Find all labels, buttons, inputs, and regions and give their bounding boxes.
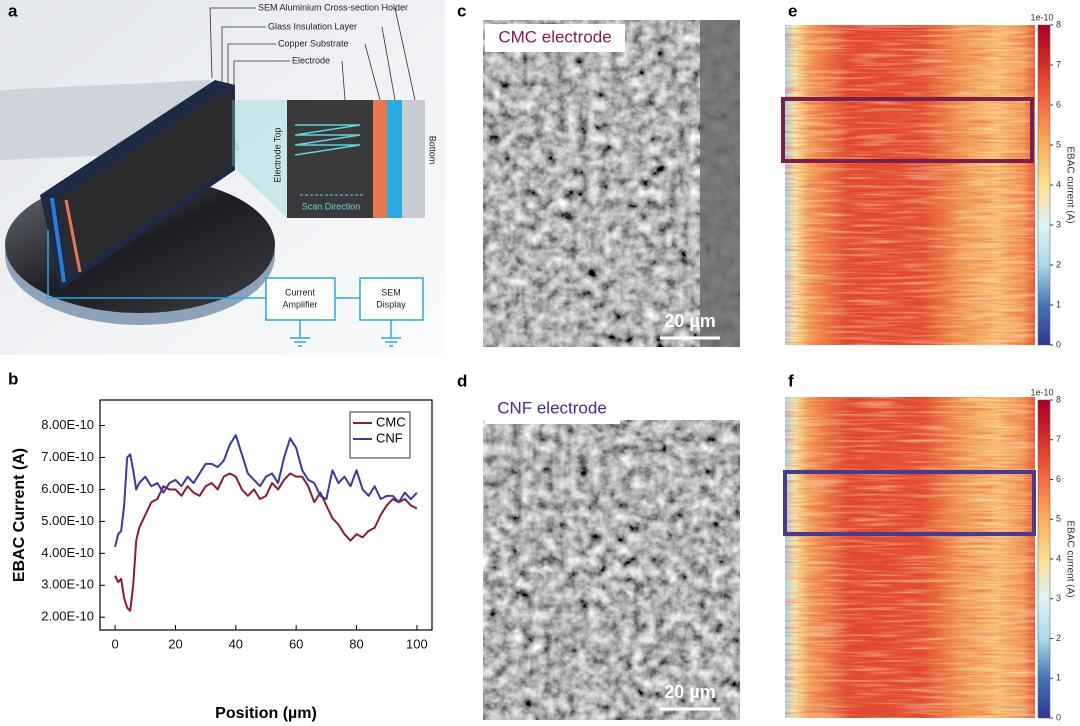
colorbar-tick-label: 2 [1056,259,1061,269]
x-tick-label: 0 [111,636,118,651]
y-tick-label: 3.00E-10 [41,577,94,592]
display-line: Display [376,299,406,309]
schematic: Electrode Top Scan Direction Bottom SEM … [0,0,445,355]
x-axis-title: Position (µm) [215,705,317,722]
inset-holder [402,100,425,218]
colorbar-tick-label: 3 [1056,593,1061,603]
amplifier-line: Amplifier [282,299,317,309]
plot-frame [99,399,433,631]
label-scan-direction: Scan Direction [302,201,361,211]
sem-image [483,20,740,347]
label-electrode-top: Electrode Top [272,128,282,183]
colorbar-tick-label: 8 [1056,394,1061,404]
image-label-bg [485,394,620,424]
sem-substrate [700,20,740,347]
colorbar-tick-label: 5 [1056,139,1061,149]
y-tick-label: 4.00E-10 [41,545,94,560]
series-line [114,472,418,612]
label-holder: SEM Aluminium Cross-section Holder [258,2,408,12]
colorbar [1037,24,1051,346]
panel-label: f [788,371,794,390]
zoom-cone [232,100,287,218]
label-bottom: Bottom [428,136,438,165]
x-tick-label: 80 [349,636,363,651]
legend-box [349,411,411,459]
colorbar-tick-label: 3 [1056,219,1061,229]
label-glass: Glass Insulation Layer [268,21,357,31]
amplifier-line: Current [285,287,316,297]
x-tick-label: 60 [289,636,303,651]
x-tick-label: 100 [406,636,428,651]
scan-path [294,124,361,156]
sem-image [483,420,740,720]
panel-label: e [788,1,797,20]
legend-label: CNF [376,430,403,445]
label-electrode: Electrode [292,55,330,65]
electrode-face [58,92,232,275]
heatmap-texture [785,25,1035,345]
colorbar-tick-label: 6 [1056,99,1061,109]
colorbar-tick-label: 2 [1056,633,1061,643]
colorbar-tick-label: 4 [1056,179,1061,189]
colorbar-tick-label: 7 [1056,59,1061,69]
colorbar-label: EBAC current (A) [1064,146,1075,223]
x-tick-label: 40 [229,636,243,651]
scale-bar-label: 20 µm [664,682,715,702]
panel-label: d [457,371,467,390]
inset-copper [373,100,387,218]
panel-label: c [457,1,466,20]
colorbar-tick-label: 0 [1056,712,1061,722]
colorbar-tick-label: 4 [1056,553,1061,563]
heatmap-f [783,397,1036,718]
x-tick-label: 20 [168,636,182,651]
heatmap-e [781,25,1035,345]
inset-electrode [287,100,373,218]
sem-d: CNF electrode 20 µm [483,394,740,720]
legend-label: CMC [376,414,406,429]
colorbar-tick-label: 1 [1056,673,1061,683]
colorbar-label: EBAC current (A) [1064,520,1075,597]
image-label: CNF electrode [497,398,607,417]
colorbar-tick-label: 6 [1056,474,1061,484]
colorbar-tick-label: 8 [1056,19,1061,29]
display-line: SEM [381,287,401,297]
y-tick-label: 7.00E-10 [41,449,94,464]
colorbar [1037,399,1051,719]
scale-bar-label: 20 µm [664,311,715,331]
colorbar-offset: 1e-10 [1030,387,1053,397]
colorbar-tick-label: 0 [1056,339,1061,349]
image-label: CMC electrode [498,27,611,46]
y-tick-label: 2.00E-10 [41,609,94,624]
leader-lines [209,7,416,101]
y-tick-label: 8.00E-10 [41,417,94,432]
inset-glass [387,100,402,218]
copper-edge [64,199,82,273]
sem-c: CMC electrode 20 µm [483,20,740,347]
colorbar-tick-label: 1 [1056,299,1061,309]
colorbar-tick-label: 5 [1056,514,1061,524]
y-tick-label: 5.00E-10 [41,513,94,528]
glass-edge [50,197,66,283]
image-label-bg [485,24,625,52]
series-line [114,434,418,548]
colorbar-offset: 1e-10 [1030,12,1053,22]
y-tick-label: 6.00E-10 [41,481,94,496]
circuit [47,230,424,347]
y-axis-title: EBAC Current (A) [11,448,28,582]
highlight-box [781,97,1034,163]
colorbar-tick-label: 7 [1056,434,1061,444]
highlight-box [783,470,1036,536]
panel-label: a [8,1,18,20]
label-copper: Copper Substrate [278,38,349,48]
panel-label: b [8,369,18,388]
heatmap-texture [785,397,1035,718]
